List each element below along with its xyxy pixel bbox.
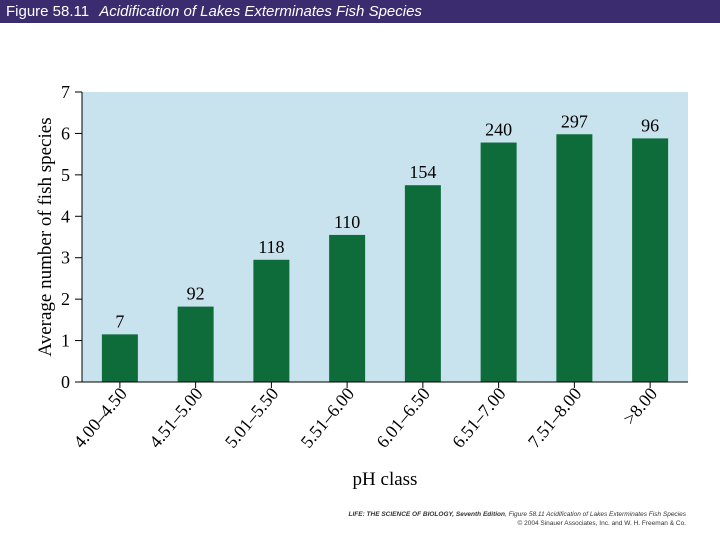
bar [101, 334, 138, 382]
credit-book-title: LIFE: THE SCIENCE OF BIOLOGY, Seventh Ed… [348, 511, 505, 518]
y-tick-label: 0 [61, 372, 70, 392]
y-tick-label: 1 [61, 331, 70, 351]
x-tick-label: 4.51–5.00 [145, 384, 207, 452]
figure-title-bar: Figure 58.11 Acidification of Lakes Exte… [0, 0, 720, 23]
figure-caption: Acidification of Lakes Exterminates Fish… [99, 3, 422, 20]
credit-figure-ref: , Figure 58.11 Acidification of Lakes Ex… [504, 511, 686, 518]
bar [253, 259, 290, 382]
y-ticks-group: 0 1 2 3 4 5 6 7 [61, 82, 82, 392]
x-axis-label: pH class [353, 469, 418, 490]
y-tick-label: 2 [61, 289, 70, 309]
bar [632, 138, 669, 382]
data-label: 92 [187, 284, 205, 304]
data-label: 240 [485, 120, 512, 140]
y-tick-label: 4 [61, 206, 70, 226]
x-tick-label: 4.00–4.50 [69, 384, 131, 452]
data-label: 118 [258, 237, 284, 257]
credit-line-1: LIFE: THE SCIENCE OF BIOLOGY, Seventh Ed… [348, 511, 686, 518]
data-label: 96 [641, 115, 659, 135]
y-axis-label: Average number of fish species [35, 117, 56, 356]
x-tick-label: 6.01–6.50 [372, 384, 434, 452]
x-ticks-group: 4.00–4.50 4.51–5.00 5.01–5.50 5.51–6.00 6.01… [69, 382, 661, 452]
bar [177, 306, 214, 382]
x-tick-label: 5.01–5.50 [221, 384, 283, 452]
data-label: 110 [334, 212, 360, 232]
bar [329, 234, 366, 382]
data-labels-group: 7 92 118 110 154 240 297 96 [115, 111, 659, 331]
bar [404, 185, 441, 382]
x-tick-label: >8.00 [619, 384, 661, 429]
data-label: 154 [409, 162, 436, 182]
x-tick-label: 6.51–7.00 [448, 384, 510, 452]
bar [556, 134, 593, 382]
y-tick-label: 7 [61, 82, 70, 102]
x-tick-label: 5.51–6.00 [297, 384, 359, 452]
data-label: 297 [561, 111, 588, 131]
y-tick-label: 3 [61, 248, 70, 268]
bar [480, 142, 517, 382]
credit-line-2: © 2004 Sinauer Associates, Inc. and W. H… [517, 520, 686, 527]
y-tick-label: 5 [61, 165, 70, 185]
figure-number: Figure 58.11 [6, 3, 90, 20]
plot-area-background [82, 92, 688, 382]
x-tick-label: 7.51–8.00 [524, 384, 586, 452]
y-tick-label: 6 [61, 123, 70, 143]
data-label: 7 [115, 311, 124, 331]
bars-group [101, 134, 669, 382]
